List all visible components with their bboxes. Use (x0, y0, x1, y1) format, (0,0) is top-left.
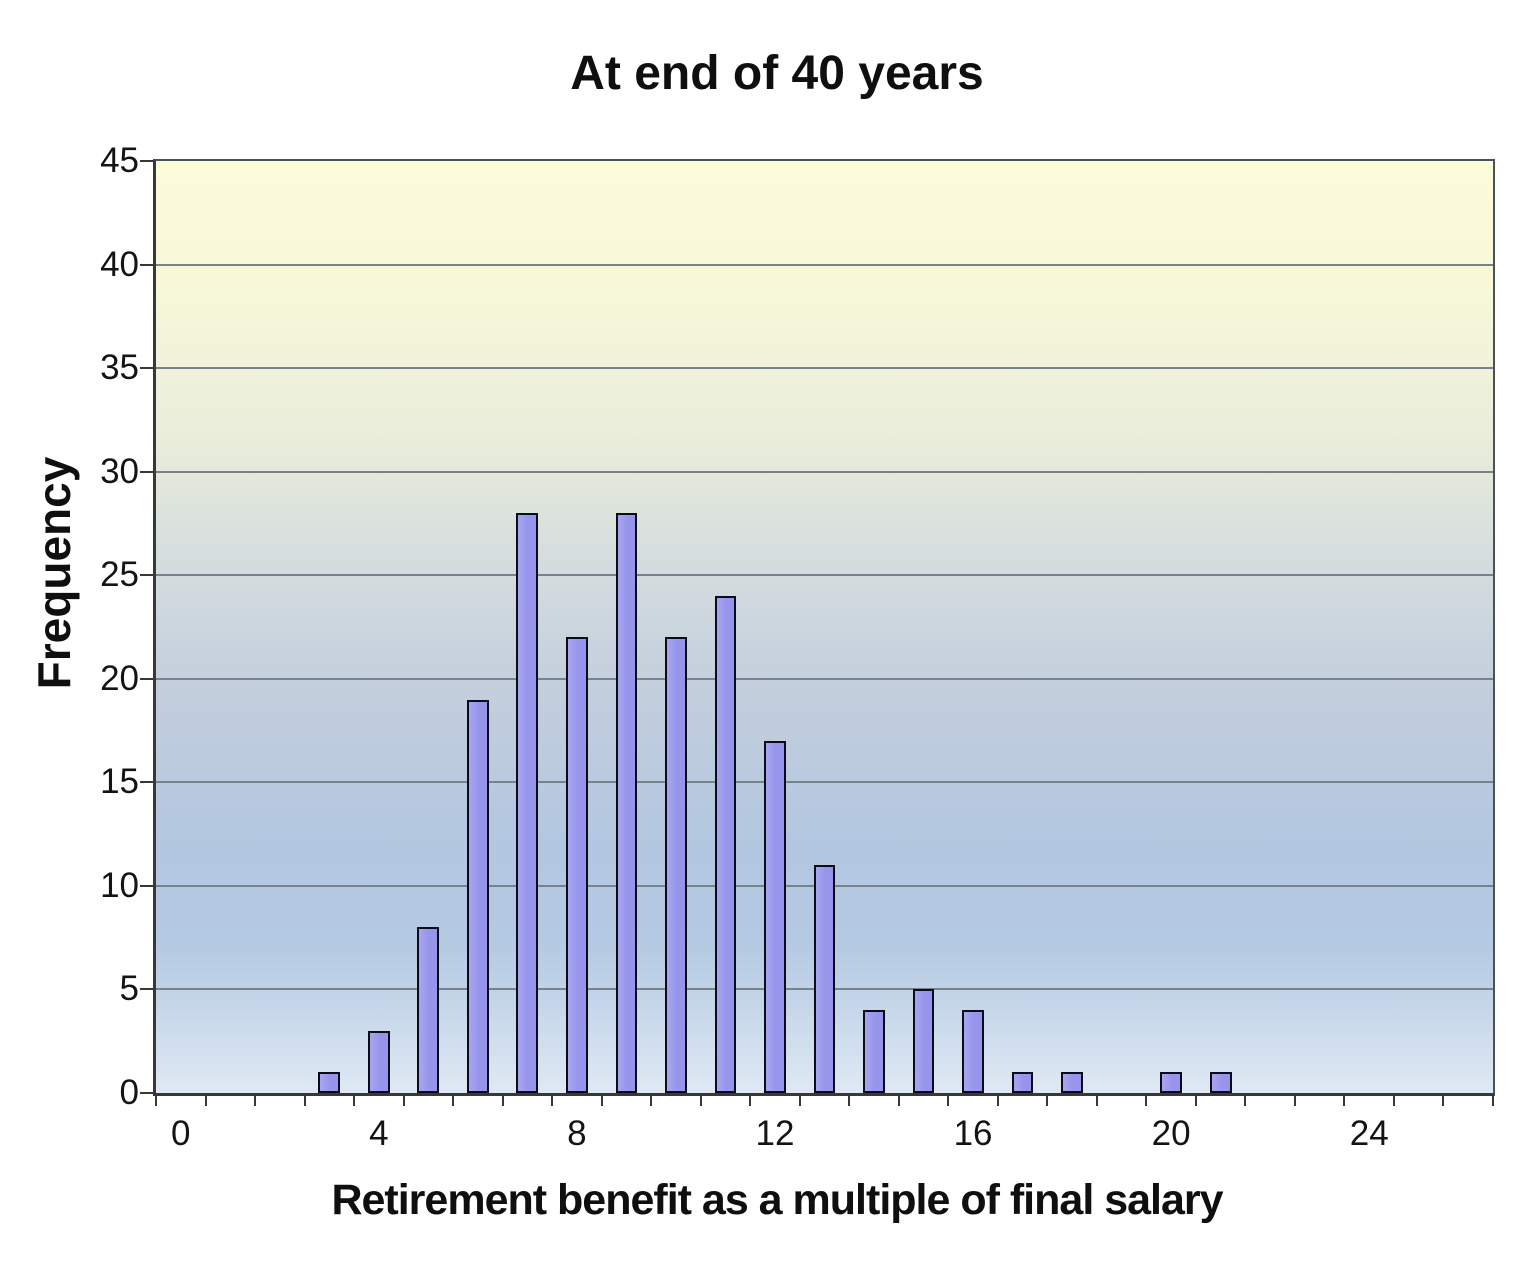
x-tick-label: 4 (369, 1114, 389, 1153)
x-tick-mark (1194, 1095, 1197, 1106)
x-tick-mark (1492, 1095, 1494, 1106)
bar (1209, 1072, 1232, 1093)
bar (912, 989, 935, 1093)
x-tick-mark (1293, 1095, 1296, 1106)
x-tick-mark (204, 1095, 207, 1106)
x-tick-label: 8 (567, 1114, 587, 1153)
bar (665, 637, 687, 1093)
x-tick-mark (353, 1095, 356, 1106)
bar (863, 1010, 885, 1093)
x-tick-mark (996, 1095, 999, 1106)
y-tick-label: 40 (100, 244, 139, 284)
x-tick-mark (1095, 1095, 1098, 1106)
gridline (156, 574, 1493, 577)
gridline (156, 781, 1493, 784)
y-tick-mark (140, 574, 153, 577)
y-tick-label: 0 (119, 1073, 139, 1112)
x-tick-mark (1442, 1095, 1445, 1106)
y-tick-label: 30 (100, 451, 139, 491)
y-tick-label: 10 (100, 865, 139, 905)
bar (566, 637, 588, 1093)
bar (1160, 1072, 1183, 1093)
bar (417, 927, 440, 1093)
x-tick-mark (303, 1095, 306, 1106)
bar (714, 595, 737, 1093)
y-tick-label: 35 (100, 348, 139, 388)
y-tick-label: 45 (100, 141, 139, 180)
bar (813, 865, 836, 1093)
y-tick-mark (140, 988, 153, 991)
y-tick-mark (140, 884, 153, 887)
x-tick-mark (254, 1095, 257, 1106)
gridline (156, 263, 1493, 266)
y-tick-mark (140, 263, 153, 266)
y-tick-label: 5 (119, 969, 139, 1009)
x-tick-mark (452, 1095, 455, 1106)
gridline (156, 470, 1493, 473)
y-tick-mark (140, 677, 153, 680)
bar (318, 1072, 341, 1093)
x-tick-mark (947, 1095, 950, 1106)
bar (1061, 1072, 1083, 1093)
x-tick-mark (600, 1095, 603, 1106)
x-tick-mark (551, 1095, 554, 1106)
y-tick-label: 25 (100, 555, 139, 595)
y-tick-mark (140, 781, 153, 784)
plot-area (153, 159, 1495, 1096)
x-tick-label: 20 (1151, 1114, 1191, 1153)
bar (1011, 1072, 1034, 1093)
bar (615, 513, 638, 1093)
y-tick-label: 15 (100, 762, 139, 802)
x-tick-mark (402, 1095, 405, 1106)
x-tick-mark (1343, 1095, 1346, 1106)
x-tick-mark (1145, 1095, 1148, 1106)
x-tick-mark (897, 1095, 900, 1106)
x-tick-mark (848, 1095, 851, 1106)
x-axis-title: Retirement benefit as a multiple of fina… (331, 1176, 1223, 1224)
bar (367, 1030, 390, 1093)
bar (962, 1010, 984, 1093)
bar (764, 740, 786, 1093)
x-tick-label: 16 (953, 1114, 993, 1153)
y-tick-label: 20 (100, 658, 139, 698)
x-tick-mark (749, 1095, 752, 1106)
x-tick-mark (798, 1095, 801, 1106)
x-tick-mark (1392, 1095, 1395, 1106)
bar (466, 699, 489, 1093)
x-tick-label: 24 (1349, 1114, 1389, 1153)
x-tick-mark (1244, 1095, 1247, 1106)
chart-title: At end of 40 years (570, 47, 984, 100)
y-tick-mark (140, 160, 153, 162)
x-tick-label: 12 (755, 1114, 795, 1153)
x-tick-mark (699, 1095, 702, 1106)
gridline (156, 367, 1493, 370)
y-tick-mark (140, 367, 153, 370)
bar (516, 513, 539, 1093)
x-tick-mark (155, 1095, 157, 1106)
y-tick-mark (140, 470, 153, 473)
gridline (156, 677, 1493, 680)
y-tick-mark (140, 1092, 153, 1094)
x-tick-mark (650, 1095, 653, 1106)
x-tick-mark (1046, 1095, 1049, 1106)
x-tick-label: 0 (171, 1114, 191, 1153)
x-tick-mark (501, 1095, 504, 1106)
